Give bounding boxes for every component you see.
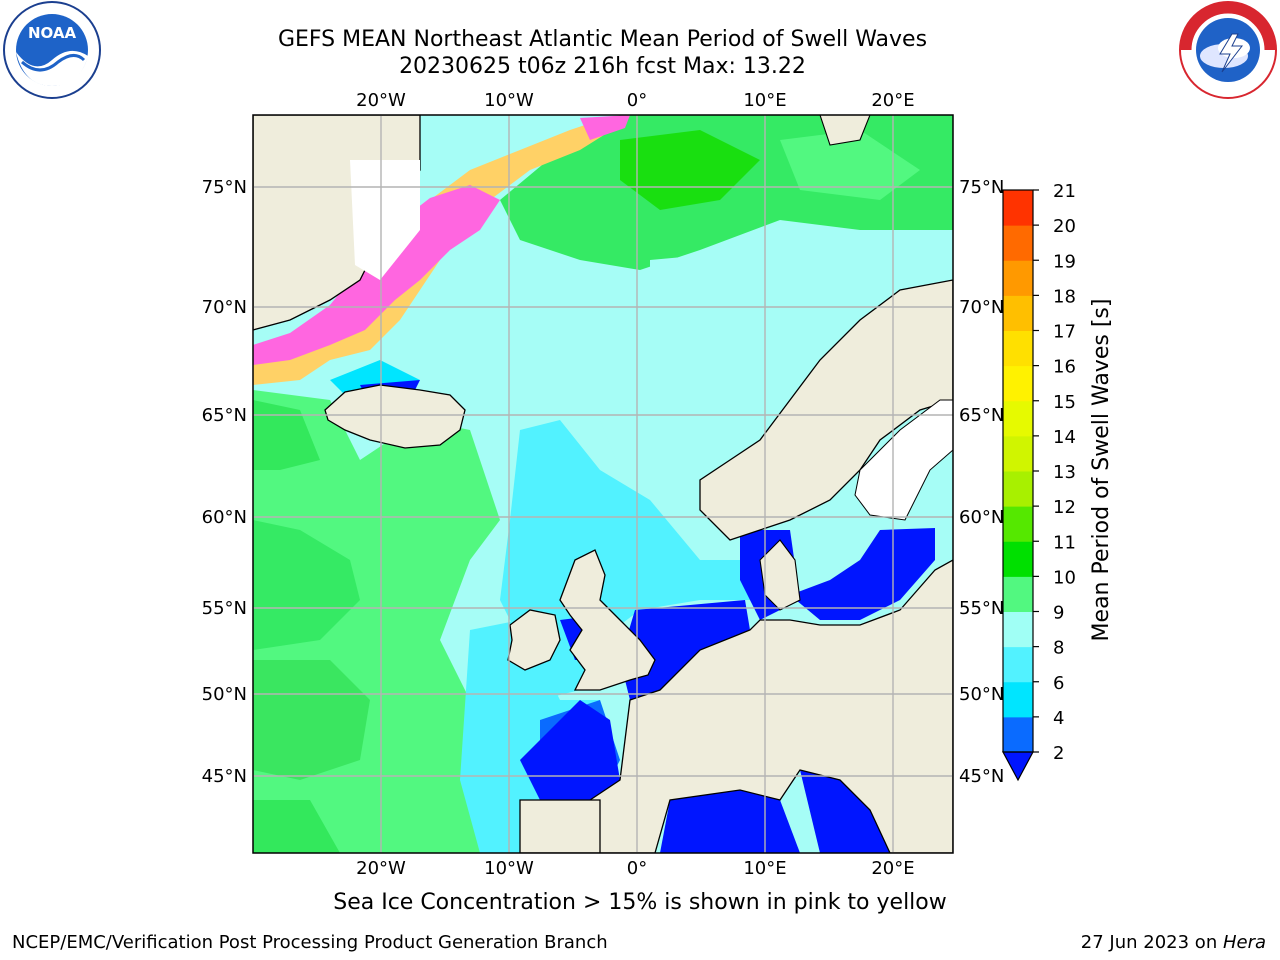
- colorbar-segment: [1003, 330, 1033, 367]
- colorbar-tick-label: 2: [1053, 743, 1064, 764]
- lat-label-right: 50°N: [959, 684, 1004, 705]
- lat-label-right: 45°N: [959, 766, 1004, 787]
- colorbar-tick-label: 10: [1053, 567, 1076, 588]
- lon-label-top: 20°W: [356, 90, 406, 111]
- iceland-land: [324, 384, 466, 449]
- lat-labels-right: 75°N 70°N 65°N 60°N 55°N 50°N 45°N: [959, 177, 1004, 787]
- graticule: [253, 115, 953, 853]
- noaa-logo-text: NOAA: [28, 24, 77, 42]
- lat-label-left: 60°N: [202, 507, 247, 528]
- lat-label-left: 75°N: [202, 177, 247, 198]
- lat-labels-left: 75°N 70°N 65°N 60°N 55°N 50°N 45°N: [202, 177, 247, 787]
- colorbar-tick-label: 21: [1053, 181, 1076, 202]
- colorbar-segment: [1003, 611, 1033, 648]
- colorbar-tick-label: 6: [1053, 673, 1064, 694]
- lon-label-bottom: 0°: [627, 858, 647, 879]
- baltic-low-swell: [790, 528, 935, 620]
- colorbar-segment: [1003, 506, 1033, 542]
- great-britain-land: [559, 549, 656, 691]
- lat-label-left: 50°N: [202, 684, 247, 705]
- colorbar-segment: [1003, 260, 1033, 296]
- lon-label-bottom: 20°E: [871, 858, 914, 879]
- adriatic-low-swell: [800, 770, 890, 853]
- colorbar-extend-arrow: [1001, 751, 1035, 782]
- sea-ice-note: Sea Ice Concentration > 15% is shown in …: [333, 890, 947, 915]
- colorbar-segment: [1003, 681, 1033, 718]
- noaa-logo: NOAA: [3, 1, 101, 99]
- chart-subtitle: 20230625 t06z 216h fcst Max: 13.22: [399, 54, 806, 79]
- footer-date: 27 Jun 2023 on Hera: [1081, 932, 1266, 953]
- colorbar-tick-label: 16: [1053, 357, 1076, 378]
- continental-europe-land: [589, 559, 953, 853]
- lat-label-left: 70°N: [202, 297, 247, 318]
- north-sea-low-swell: [620, 600, 750, 700]
- scandinavia-land: [699, 279, 953, 541]
- colorbar-tick-label: 17: [1053, 322, 1076, 343]
- footer-credit: NCEP/EMC/Verification Post Processing Pr…: [12, 932, 608, 953]
- colorbar-segment: [1003, 471, 1033, 507]
- lon-label-top: 10°W: [484, 90, 534, 111]
- lat-label-right: 65°N: [959, 405, 1004, 426]
- colorbar-segment: [1003, 646, 1033, 683]
- lat-label-right: 70°N: [959, 297, 1004, 318]
- ireland-land: [507, 609, 561, 671]
- colorbar-tick-label: 19: [1053, 251, 1076, 272]
- lon-labels-top: 20°W 10°W 0° 10°E 20°E: [356, 90, 914, 111]
- colorbar-tick-label: 9: [1053, 603, 1064, 624]
- lon-label-top: 0°: [627, 90, 647, 111]
- colorbar-tick-label: 20: [1053, 216, 1076, 237]
- colorbar-tick-label: 11: [1053, 532, 1076, 553]
- nws-logo: [1179, 1, 1277, 99]
- colorbar: 2 4 6 8 9 10 11 12 13 14 15 16 17 18 19 20 21: [1001, 181, 1076, 782]
- colorbar-segment: [1003, 541, 1033, 577]
- lat-label-left: 45°N: [202, 766, 247, 787]
- lat-label-left: 55°N: [202, 598, 247, 619]
- colorbar-segment: [1003, 225, 1033, 261]
- footer-machine: Hera: [1222, 932, 1266, 953]
- colorbar-segment: [1003, 295, 1033, 331]
- lat-label-right: 55°N: [959, 598, 1004, 619]
- colorbar-tick-label: 4: [1053, 708, 1064, 729]
- colorbar-tick-label: 8: [1053, 638, 1064, 659]
- lon-label-bottom: 10°W: [484, 858, 534, 879]
- colorbar-tick-label: 18: [1053, 286, 1076, 307]
- colorbar-segment: [1003, 435, 1033, 472]
- colorbar-segment: [1003, 576, 1033, 612]
- colorbar-segment: [1003, 365, 1033, 402]
- lon-label-bottom: 10°E: [743, 858, 786, 879]
- lon-label-top: 10°E: [743, 90, 786, 111]
- lon-label-top: 20°E: [871, 90, 914, 111]
- lat-label-right: 75°N: [959, 177, 1004, 198]
- lat-label-right: 60°N: [959, 507, 1004, 528]
- colorbar-tick-label: 15: [1053, 392, 1076, 413]
- lat-label-left: 65°N: [202, 405, 247, 426]
- colorbar-segment: [1003, 190, 1033, 226]
- chart-title: GEFS MEAN Northeast Atlantic Mean Period…: [277, 27, 928, 52]
- svalbard-land: [819, 115, 871, 146]
- greenland-ice-white: [350, 160, 420, 280]
- lon-labels-bottom: 20°W 10°W 0° 10°E 20°E: [356, 858, 914, 879]
- iberia-land: [519, 799, 601, 853]
- map-panel: [253, 115, 953, 853]
- lon-label-bottom: 20°W: [356, 858, 406, 879]
- colorbar-label: Mean Period of Swell Waves [s]: [1089, 299, 1114, 642]
- map-frame: [252, 114, 954, 854]
- biscay-low-swell: [520, 700, 620, 800]
- footer-date-prefix: 27 Jun 2023 on: [1080, 932, 1223, 953]
- colorbar-tick-label: 14: [1053, 427, 1076, 448]
- colorbar-segment: [1003, 400, 1033, 437]
- colorbar-tick-label: 13: [1053, 462, 1076, 483]
- colorbar-tick-label: 12: [1053, 497, 1076, 518]
- colorbar-segment: [1003, 716, 1033, 753]
